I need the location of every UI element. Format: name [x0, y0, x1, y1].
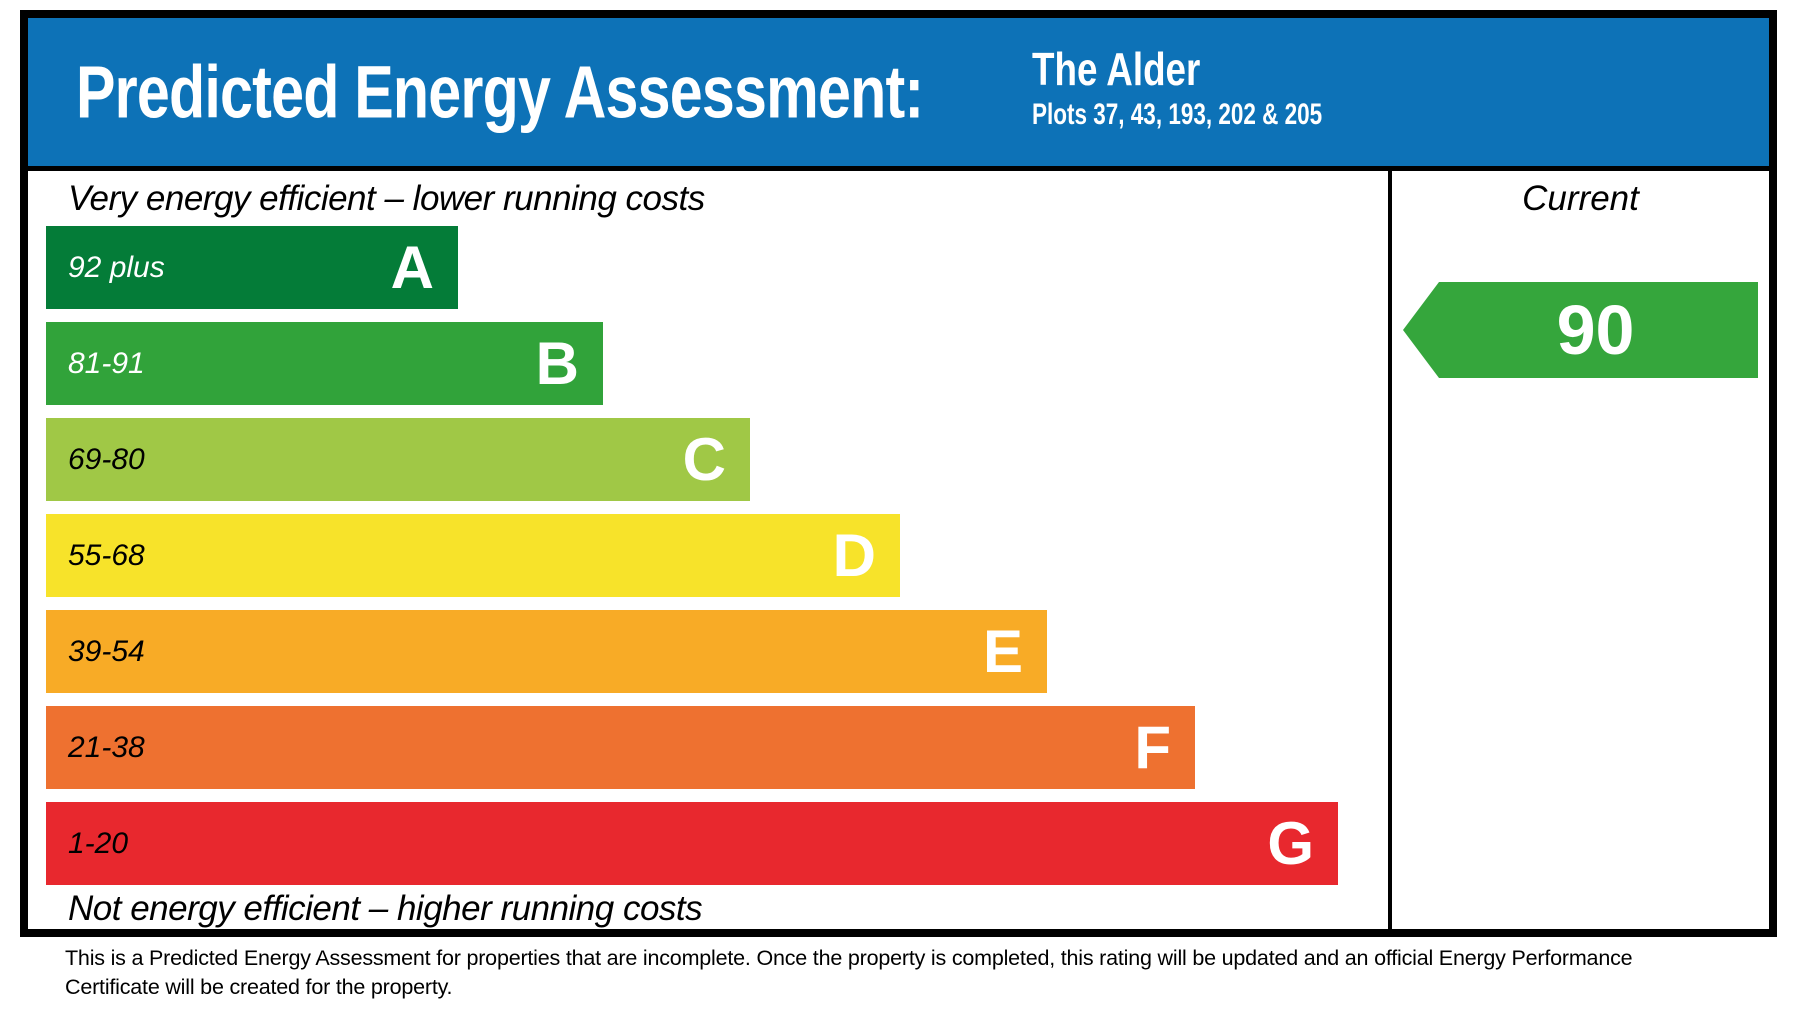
epc-band-D: 55-68 D: [46, 514, 900, 597]
epc-band-C: 69-80 C: [46, 418, 750, 501]
band-letter: B: [535, 329, 579, 397]
band-range-label: 92 plus: [68, 250, 165, 284]
band-letter: E: [982, 617, 1023, 685]
current-column-header: Current: [1522, 179, 1639, 218]
band-letter: A: [390, 233, 434, 301]
footer-line-2: Certificate will be created for the prop…: [65, 975, 453, 999]
band-range-label: 69-80: [68, 442, 145, 476]
property-name: The Alder: [1032, 43, 1201, 95]
epc-band-A: 92 plus A: [46, 226, 458, 309]
current-rating-arrow: 90: [1403, 282, 1758, 378]
epc-band-B: 81-91 B: [46, 322, 603, 405]
current-rating-column: Current 90: [1388, 171, 1769, 929]
epc-band-G: 1-20 G: [46, 802, 1338, 885]
epc-band-E: 39-54 E: [46, 610, 1047, 693]
band-letter: C: [682, 425, 726, 493]
band-range-label: 55-68: [68, 538, 145, 572]
bottom-caption: Not energy efficient – higher running co…: [68, 889, 703, 928]
band-range-label: 1-20: [68, 826, 129, 860]
band-letter: G: [1267, 809, 1314, 877]
footer-disclaimer: This is a Predicted Energy Assessment fo…: [65, 944, 1633, 1002]
epc-graph-area: Very energy efficient – lower running co…: [28, 171, 1769, 929]
band-letter: F: [1134, 713, 1171, 781]
band-letter: D: [832, 521, 876, 589]
page-title: Predicted Energy Assessment:: [76, 50, 924, 134]
band-range-label: 21-38: [68, 730, 145, 764]
top-caption: Very energy efficient – lower running co…: [68, 179, 705, 218]
epc-band-F: 21-38 F: [46, 706, 1195, 789]
property-plots: Plots 37, 43, 193, 202 & 205: [1032, 98, 1323, 131]
certificate-frame: Predicted Energy Assessment: The Alder P…: [20, 10, 1777, 937]
current-rating-value: 90: [1556, 291, 1635, 369]
certificate-header: Predicted Energy Assessment: The Alder P…: [28, 18, 1769, 171]
band-range-label: 81-91: [68, 346, 145, 380]
property-info: The Alder Plots 37, 43, 193, 202 & 205: [1032, 40, 1419, 132]
footer-line-1: This is a Predicted Energy Assessment fo…: [65, 946, 1633, 970]
band-range-label: 39-54: [68, 634, 145, 668]
